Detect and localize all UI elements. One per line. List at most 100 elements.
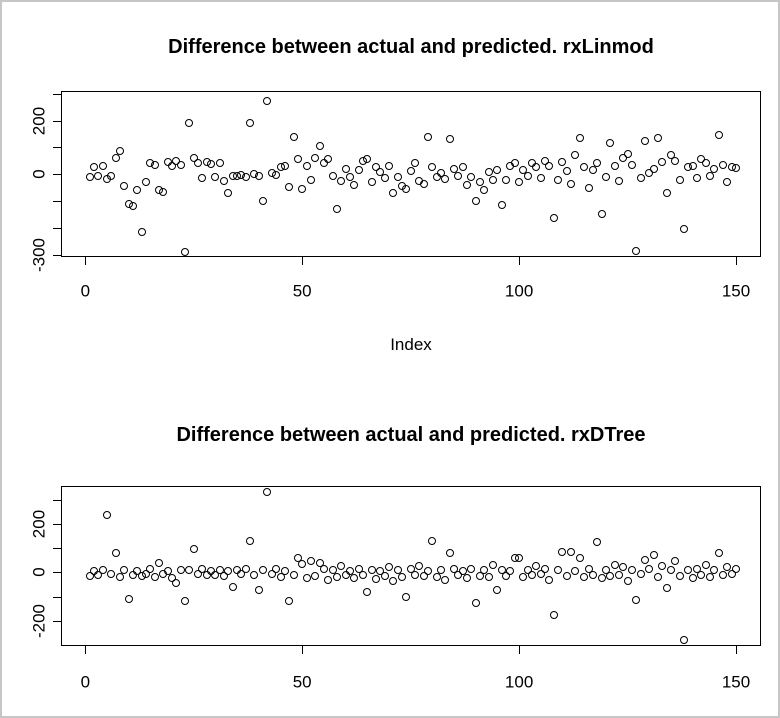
data-point [358,571,367,580]
y-tick-mark [53,93,61,95]
data-point [315,142,324,151]
data-point [389,188,398,197]
y-tick-mark [53,201,61,203]
data-point [705,572,714,581]
y-tick-label: 0 [29,567,49,578]
data-point [445,548,454,557]
data-point [510,159,519,168]
data-point [142,569,151,578]
data-point [163,158,172,167]
data-point [493,586,502,595]
y-tick-mark [53,227,61,229]
data-point [185,118,194,127]
x-tick-mark [736,646,737,654]
data-point [289,570,298,579]
data-point [723,178,732,187]
data-point [328,172,337,181]
y-tick-mark [53,499,61,501]
data-point [671,157,680,166]
data-point [437,565,446,574]
data-point [298,559,307,568]
data-point [285,183,294,192]
data-point [645,168,654,177]
data-point [402,184,411,193]
data-point [614,570,623,579]
data-point [723,563,732,572]
data-point [142,178,151,187]
data-point [376,567,385,576]
data-point [224,188,233,197]
data-point [168,574,177,583]
data-point [111,154,120,163]
y-tick-label: 200 [29,106,49,135]
data-point [215,566,224,575]
data-point [98,161,107,170]
data-point [133,186,142,195]
data-point [714,548,723,557]
data-point [645,564,654,573]
y-tick-mark [53,523,61,525]
data-point [341,164,350,173]
data-point [168,162,177,171]
data-point [558,547,567,556]
data-point [280,161,289,170]
y-tick-label: 0 [29,169,49,179]
data-point [319,158,328,167]
data-point [198,174,207,183]
data-point [319,565,328,574]
data-point [176,160,185,169]
data-point [116,147,124,156]
data-point [528,158,537,167]
data-point [85,172,94,181]
data-point [159,187,168,196]
data-point [181,248,190,256]
data-point [580,573,589,582]
data-point [259,565,268,574]
data-point [267,570,276,579]
data-point [380,174,389,183]
data-point [662,188,671,197]
data-point [393,172,402,181]
data-point [189,545,198,554]
data-point [584,183,593,192]
data-point [432,172,441,181]
data-point [614,176,623,185]
data-point [580,162,589,171]
data-point [640,556,649,565]
data-point [363,587,372,596]
data-point [623,150,632,159]
data-point [424,132,432,141]
data-point [515,177,524,186]
data-point [345,173,354,182]
data-point [597,210,606,219]
data-point [207,160,216,168]
data-point [189,154,198,163]
data-point [371,575,380,584]
data-point [714,131,723,140]
data-point [489,561,498,570]
data-point [415,562,424,571]
data-point [306,557,315,566]
data-point [441,175,450,184]
data-point [263,97,272,106]
data-point [211,570,220,579]
data-point [458,567,467,576]
data-point [463,574,472,583]
data-point [671,557,680,566]
data-point [640,136,649,145]
data-point [332,572,341,581]
data-point [575,133,584,142]
x-tick-label: 150 [721,672,751,692]
data-point [623,576,632,585]
data-point [653,573,662,582]
y-tick-mark [53,147,61,149]
data-point [302,574,311,583]
y-tick-mark [53,548,61,550]
data-point [471,197,480,206]
data-point [107,172,116,181]
data-point [233,565,242,574]
data-point [107,569,116,578]
data-point [324,575,333,584]
data-point [701,159,710,168]
data-point [684,566,693,575]
